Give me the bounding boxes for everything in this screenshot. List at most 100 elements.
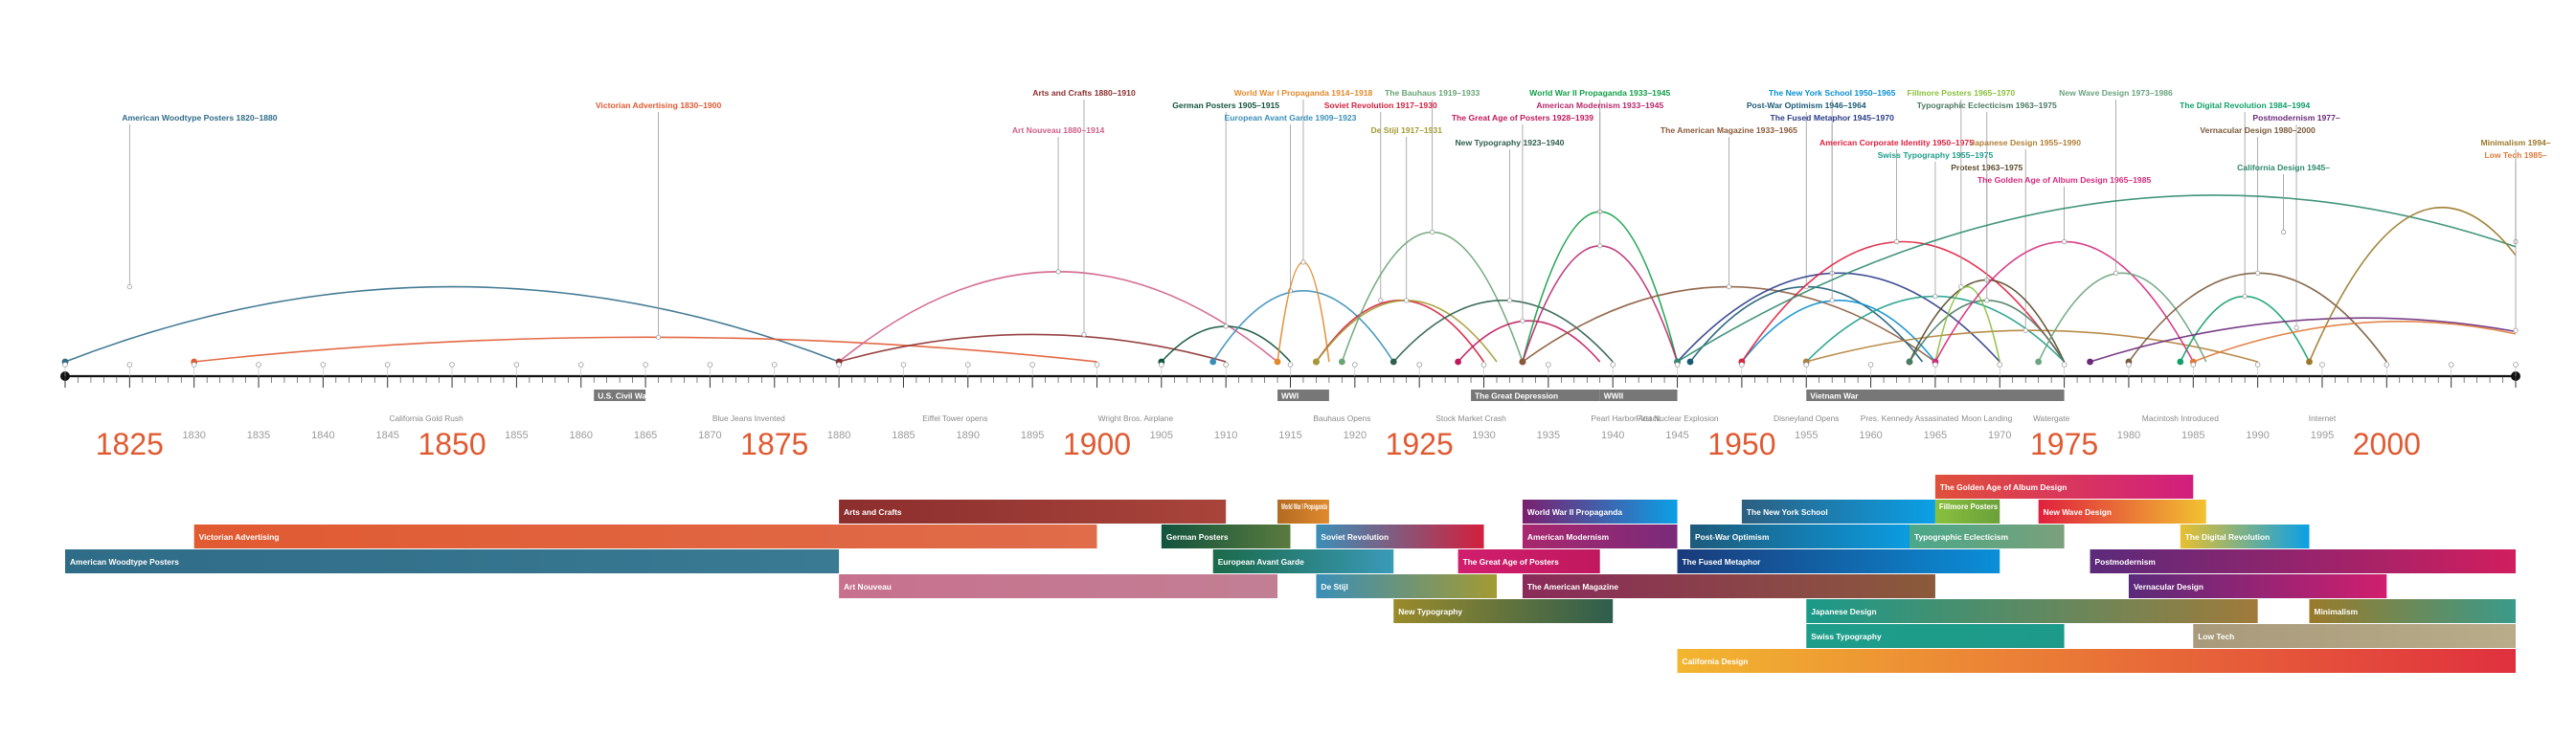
arc-japanese-design-1955-1990 xyxy=(1806,329,2258,363)
leader-dot-the-new-york-school-1950-1965 xyxy=(1829,298,1835,303)
bar-label-fillmore-posters: Fillmore Posters xyxy=(1939,502,1999,511)
arc-arts-and-crafts-1880-1910 xyxy=(838,333,1227,363)
bar-label-minimalism: Minimalism xyxy=(2315,607,2359,616)
arc-start-dot-the-american-magazine-1933-1965 xyxy=(1519,358,1526,366)
arc-de-stijl-1917-1931 xyxy=(1315,300,1498,363)
tick-marker-1885 xyxy=(900,362,907,368)
era-label-the-great-depression: The Great Depression xyxy=(1475,391,1558,401)
tick-marker-1920 xyxy=(1352,362,1358,368)
bar-label-vernacular-design: Vernacular Design xyxy=(2134,582,2203,592)
year-label-1935: 1935 xyxy=(1537,430,1560,441)
leader-dot-the-american-magazine-1933-1965 xyxy=(1726,283,1732,290)
leader-dot-new-wave-design-1973-1986 xyxy=(2113,270,2119,276)
arc-soviet-revolution-1917-1930 xyxy=(1315,300,1485,363)
year-label-1830: 1830 xyxy=(182,430,205,441)
tick-marker-1970 xyxy=(1997,362,2003,368)
era-label-vietnam-war: Vietnam War xyxy=(1810,391,1859,401)
tick-marker-1925 xyxy=(1416,362,1422,368)
arc-postmodernism-1977 xyxy=(2090,317,2517,363)
tick-marker-1945 xyxy=(1674,362,1681,368)
era-the-great-depression xyxy=(1471,390,1600,401)
leader-dot-the-great-age-of-posters-1928-1939 xyxy=(1520,318,1525,324)
leader-dot-new-typography-1923-1940 xyxy=(1506,298,1513,303)
tick-marker-1835 xyxy=(256,362,261,368)
leader-dot-postmodernism-1977 xyxy=(2294,324,2299,330)
year-label-1955: 1955 xyxy=(1795,430,1818,441)
tick-marker-1940 xyxy=(1610,362,1616,368)
bar-california-design xyxy=(1677,649,2516,673)
movement-label-the-american-magazine-1933-1965: The American Magazine 1933–1965 xyxy=(1661,125,1797,135)
leader-dot-de-stijl-1917-1931 xyxy=(1404,298,1410,303)
major-year-label-2000: 2000 xyxy=(2353,427,2421,461)
bar-de-stijl xyxy=(1316,574,1497,598)
arc-start-dot-the-bauhaus-1919-1933 xyxy=(1338,358,1345,366)
year-label-1985: 1985 xyxy=(2181,430,2204,441)
historical-events: California Gold Rush Blue Jeans Invented E… xyxy=(389,413,2336,423)
tick-marker-1900 xyxy=(1094,362,1100,368)
arc-start-dot-new-typography-1923-1940 xyxy=(1390,358,1397,366)
bar-label-world-war-ii-propaganda: World War II Propaganda xyxy=(1527,507,1622,517)
major-year-label-1975: 1975 xyxy=(2030,427,2098,461)
year-label-1865: 1865 xyxy=(634,430,657,441)
year-label-1855: 1855 xyxy=(505,430,528,441)
era-label-u-s-civil-war: U.S. Civil War xyxy=(598,391,650,401)
movement-label-german-posters-1905-1915: German Posters 1905–1915 xyxy=(1172,100,1279,110)
tick-marker-1865 xyxy=(643,362,648,368)
year-label-1835: 1835 xyxy=(247,430,270,441)
bar-european-avant-garde xyxy=(1212,549,1394,573)
event-california-gold-rush: California Gold Rush xyxy=(389,413,463,423)
year-label-1905: 1905 xyxy=(1150,430,1173,441)
movement-label-american-woodtype-posters-1820-1880: American Woodtype Posters 1820–1880 xyxy=(122,113,277,123)
event-disneyland-opens: Disneyland Opens xyxy=(1774,413,1839,423)
bar-the-new-york-school xyxy=(1741,500,1935,524)
tick-marker-1955 xyxy=(1803,362,1810,368)
arc-low-tech-1985 xyxy=(2192,321,2517,363)
event-blue-jeans-invented: Blue Jeans Invented xyxy=(712,413,785,423)
arc-art-nouveau-1880-1914 xyxy=(838,271,1278,363)
bar-fillmore-posters xyxy=(1934,500,2000,524)
year-label-1845: 1845 xyxy=(375,430,398,441)
era-label-wwi: WWI xyxy=(1281,391,1299,401)
bar-label-the-great-age-of-posters: The Great Age of Posters xyxy=(1463,557,1560,567)
tick-marker-1985 xyxy=(2190,362,2197,368)
tick-marker-2005 xyxy=(2448,362,2454,368)
movement-label-post-war-optimism-1946-1964: Post-War Optimism 1946–1964 xyxy=(1747,100,1866,110)
arc-the-american-magazine-1933-1965 xyxy=(1522,285,1936,363)
bar-label-arts-and-crafts: Arts and Crafts xyxy=(844,507,902,517)
arc-european-avant-garde-1909-1923 xyxy=(1212,290,1394,363)
leader-dot-german-posters-1905-1915 xyxy=(1223,324,1229,329)
era-label-wwii: WWII xyxy=(1604,391,1623,401)
era-u-s-civil-war xyxy=(594,390,646,401)
tick-marker-1890 xyxy=(964,362,971,368)
leader-dot-american-woodtype-posters-1820-1880 xyxy=(126,283,132,290)
movement-bars: The Golden Age of Album Design Arts and C… xyxy=(65,475,2516,673)
major-year-label-1850: 1850 xyxy=(418,427,486,461)
tick-marker-1855 xyxy=(513,362,520,368)
year-label-1920: 1920 xyxy=(1344,430,1367,441)
bar-low-tech xyxy=(2193,624,2516,648)
tick-marker-1850 xyxy=(449,362,455,368)
arc-world-war-i-propaganda-1914-1918 xyxy=(1277,261,1330,363)
movement-label-soviet-revolution-1917-1930: Soviet Revolution 1917–1930 xyxy=(1324,100,1437,110)
leader-dot-victorian-advertising-1830-1900 xyxy=(655,334,662,340)
bar-post-war-optimism xyxy=(1690,525,1923,548)
event-watergate: Watergate xyxy=(2033,413,2070,423)
leader-dot-art-nouveau-1880-1914 xyxy=(1055,269,1061,275)
bar-label-world-war-i-propaganda: World War I Propaganda xyxy=(1281,502,1327,511)
arc-start-dot-postmodernism-1977 xyxy=(2087,358,2093,366)
bar-the-fused-metaphor xyxy=(1677,549,2000,573)
timeline-axis: 1830 1835 1840 1845 1855 1860 1865 1870 1880 1885… xyxy=(60,362,2520,461)
major-year-label-1900: 1900 xyxy=(1063,427,1131,461)
event-pres-kennedy-assasinated: Pres. Kennedy Assasinated xyxy=(1861,413,1959,423)
tick-marker-1895 xyxy=(1029,362,1035,368)
bar-label-american-woodtype-posters: American Woodtype Posters xyxy=(70,557,179,567)
leader-dot-the-bauhaus-1919-1933 xyxy=(1430,229,1435,235)
bar-art-nouveau xyxy=(839,574,1278,598)
major-year-label-1875: 1875 xyxy=(740,427,808,461)
tick-marker-1965 xyxy=(1932,362,1938,368)
year-label-1970: 1970 xyxy=(1988,430,2011,441)
major-year-label-1825: 1825 xyxy=(96,427,164,461)
year-label-1960: 1960 xyxy=(1859,430,1882,441)
movement-label-fillmore-posters-1965-1970: Fillmore Posters 1965–1970 xyxy=(1907,88,2015,98)
movement-label-california-design-1945: California Design 1945– xyxy=(2237,163,2330,172)
